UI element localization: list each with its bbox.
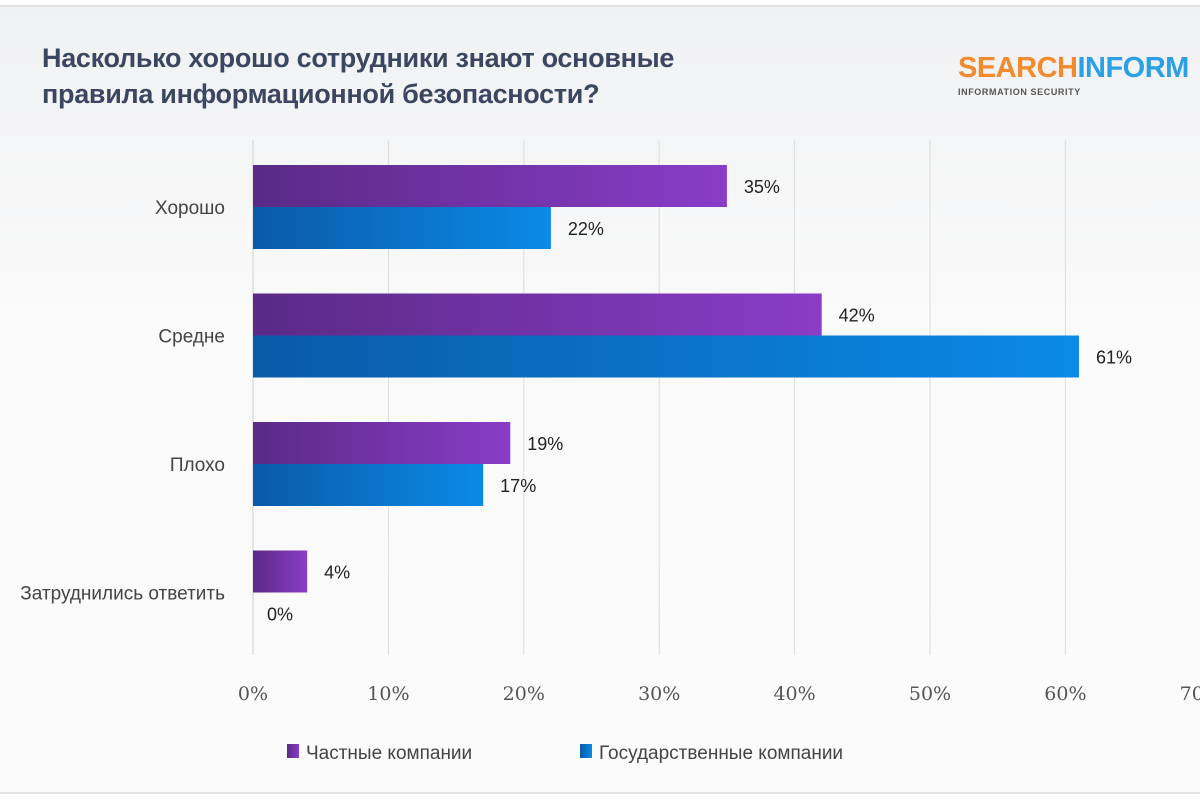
data-label: 19% [527,434,563,454]
legend-label: Государственные компании [599,743,843,764]
bar-private [253,550,308,593]
searchinform-logo: SEARCHINFORM INFORMATION SECURITY [958,52,1189,97]
data-label: 35% [744,177,780,197]
category-label: Средне [158,327,225,348]
bar-private [253,165,727,207]
x-tick-label: 40% [773,683,815,705]
legend-label: Частные компании [306,743,472,764]
legend-swatch [580,744,592,758]
x-tick-label: 20% [503,683,545,705]
bar-state [253,464,484,506]
data-label: 4% [324,563,350,583]
chart-title-text: Насколько хорошо сотрудники знают основн… [42,43,675,109]
logo-part1: SEARCH [958,52,1078,84]
bar-state [253,335,1079,378]
legend-swatch [287,744,299,758]
logo-part2: INFORM [1077,52,1189,84]
x-tick-label: 60% [1044,683,1086,705]
category-label: Хорошо [155,198,225,219]
chart-title: Насколько хорошо сотрудники знают основн… [42,40,674,112]
bar-private [253,422,511,464]
chart-background [0,5,1200,794]
x-tick-label: 70% [1180,683,1200,705]
data-label: 17% [500,476,536,496]
x-tick-label: 30% [638,683,680,705]
bar-state [253,207,551,249]
data-label: 42% [839,306,875,326]
data-label: 0% [267,605,293,625]
x-tick-label: 50% [909,683,951,705]
x-tick-label: 10% [367,683,409,705]
logo-tagline: INFORMATION SECURITY [958,87,1081,97]
data-label: 22% [568,219,604,239]
data-label: 61% [1096,348,1132,368]
bar-private [253,293,822,336]
category-label: Плохо [170,455,225,476]
category-label: Затруднились ответить [20,584,225,605]
x-tick-label: 0% [238,683,268,705]
